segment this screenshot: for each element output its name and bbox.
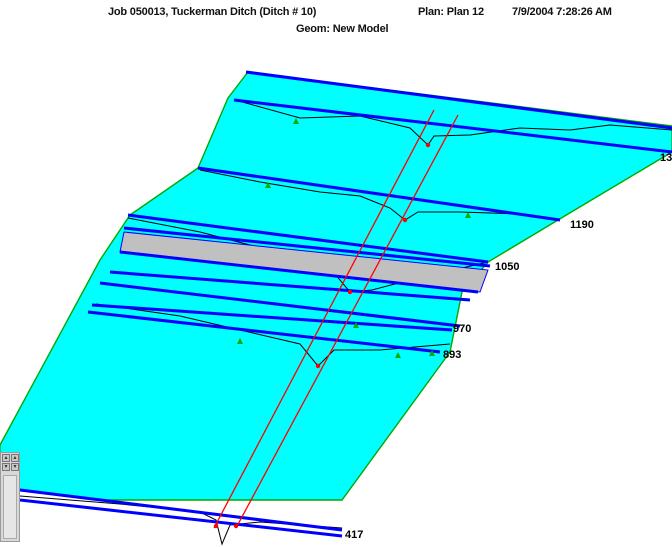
plot-title-datetime: 7/9/2004 7:28:26 AM bbox=[512, 6, 612, 18]
bank-markers bbox=[237, 118, 471, 358]
plot-title-plan: Plan: Plan 12 bbox=[418, 6, 484, 18]
palette-button-1[interactable]: ▴ bbox=[2, 454, 10, 462]
station-label-417: 417 bbox=[345, 529, 363, 541]
channel-points bbox=[213, 142, 431, 529]
terrain-line-417 bbox=[19, 495, 343, 546]
terrain-line-970 bbox=[95, 303, 451, 367]
station-label-1050: 1050 bbox=[495, 261, 519, 273]
terrain-line-13 bbox=[234, 99, 672, 146]
station-label-1190: 1190 bbox=[570, 219, 594, 231]
station-label-13: 13 bbox=[660, 152, 672, 164]
station-label-970: 970 bbox=[453, 323, 471, 335]
cross-sections bbox=[19, 70, 672, 538]
palette-button-4[interactable]: ▾ bbox=[11, 463, 19, 471]
channel-lines bbox=[213, 109, 459, 529]
station-label-893: 893 bbox=[443, 349, 461, 361]
tool-palette[interactable]: ▴ ▴ ▾ ▾ bbox=[0, 452, 20, 542]
palette-button-2[interactable]: ▴ bbox=[11, 454, 19, 462]
plot-title-job: Job 050013, Tuckerman Ditch (Ditch # 10) bbox=[108, 6, 317, 18]
water-surface bbox=[0, 71, 672, 501]
palette-slider[interactable] bbox=[3, 475, 17, 539]
bridge-deck bbox=[119, 231, 489, 293]
palette-button-3[interactable]: ▾ bbox=[2, 463, 10, 471]
plot-title-geometry: Geom: New Model bbox=[296, 23, 389, 35]
terrain-line-1190 bbox=[199, 169, 559, 221]
